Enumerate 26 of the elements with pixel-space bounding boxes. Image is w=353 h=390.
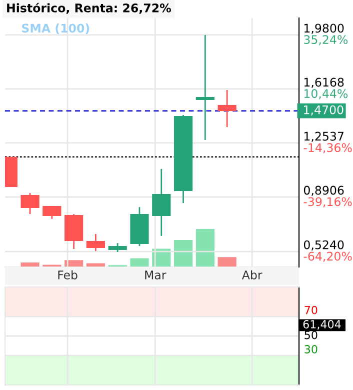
text: 61,404	[303, 320, 341, 330]
bar	[174, 240, 193, 267]
y-tick-label: 70	[304, 306, 318, 314]
y2-tick-label: -64,20%	[304, 252, 352, 262]
bar	[218, 257, 236, 267]
y-tick-label: 30	[304, 345, 318, 354]
annotation: SMA (100)	[22, 24, 90, 34]
bar	[86, 263, 106, 267]
x-tick-label: Mar	[145, 270, 166, 280]
y-tick-label: 1,2537	[304, 132, 344, 142]
y-tick-label: 50	[304, 330, 318, 340]
x-tick-label: Abr	[242, 270, 262, 280]
y-tick-label: 0,8906	[304, 186, 344, 196]
bar	[20, 262, 40, 267]
bar	[196, 229, 214, 267]
chart-title: Histórico, Renta: 26,72%	[7, 2, 172, 14]
y2-tick-label: -14,36%	[304, 143, 352, 154]
ref-line-label: 1,4700	[304, 105, 344, 116]
x-tick-label: Feb	[58, 270, 78, 280]
bar	[130, 258, 149, 267]
y2-tick-label: -39,16%	[304, 197, 352, 208]
y2-tick-label: 35,24%	[304, 35, 348, 46]
y2-tick-label: 10,44%	[304, 89, 348, 100]
y-tick-label: 1,6168	[304, 78, 344, 88]
y-tick-label: 0,5240	[304, 240, 344, 250]
y-tick-label: 1,9800	[304, 24, 344, 34]
